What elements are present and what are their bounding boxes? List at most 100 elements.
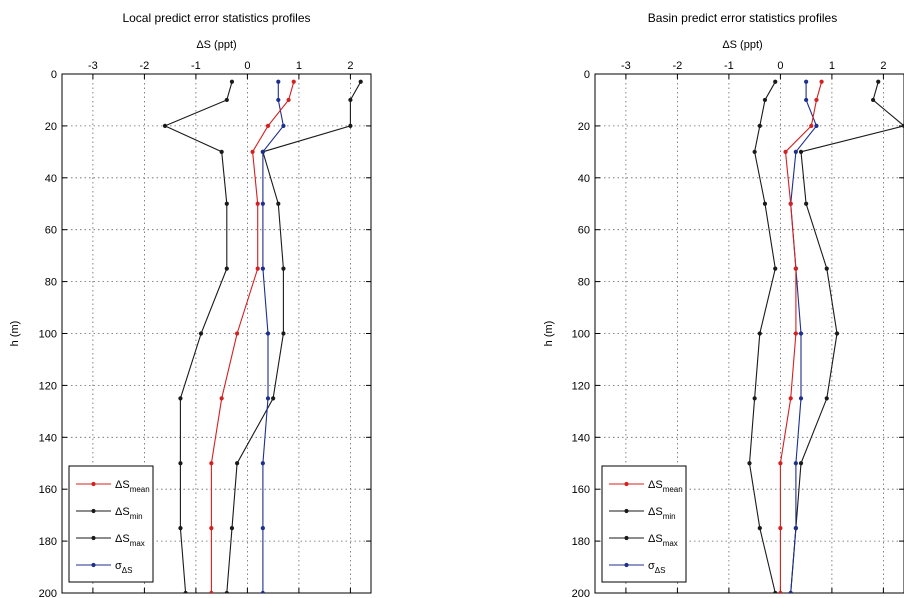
data-point-min [198,331,204,336]
chart-title: Local predict error statistics profiles [122,11,310,25]
data-point-min [757,331,762,336]
chart-title: Basin predict error statistics profiles [648,11,837,25]
x-tick-label: 2 [347,60,353,72]
y-tick-label: 0 [584,69,590,81]
data-point-sigma [260,590,265,593]
data-point-max [824,396,829,401]
series-line-max [226,81,362,593]
data-point-max [276,201,281,206]
data-point-max [281,331,286,336]
data-point-mean [209,526,214,531]
series-min [747,79,778,593]
legend-marker [91,562,96,568]
legend-marker [624,508,629,514]
x-tick-label: 0 [777,60,783,72]
data-point-sigma [788,590,793,593]
y-axis-label: h (m) [543,321,555,347]
x-tick-label: 2 [880,60,886,72]
data-point-sigma [281,123,286,128]
data-point-mean [209,461,214,466]
data-point-min [757,526,762,531]
legend-box [68,465,154,583]
data-point-min [178,526,183,531]
y-tick-label: 40 [578,173,590,185]
x-tick-label: -2 [140,60,150,72]
data-point-mean [265,123,271,128]
data-point-max [224,590,229,593]
y-tick-label: 100 [572,329,590,341]
data-point-sigma [804,79,809,84]
legend-marker [624,535,629,541]
data-point-mean [778,461,783,466]
data-point-min [224,266,229,271]
x-tick-label: 0 [244,60,250,72]
data-point-mean [209,590,214,593]
y-tick-label: 20 [578,121,590,133]
data-point-mean [814,97,819,103]
y-tick-label: 200 [572,588,590,598]
data-point-min [762,201,768,206]
data-point-max [798,149,804,154]
data-point-mean [250,149,255,154]
data-point-mean [255,266,260,271]
data-point-min [224,201,229,206]
data-point-sigma [260,149,265,154]
data-point-min [752,149,757,154]
data-point-min [219,149,224,154]
data-point-mean [778,590,783,593]
legend-marker [624,481,629,487]
series-line-sigma [262,81,284,593]
x-axis-label: ΔS (ppt) [196,39,236,51]
chart-panel-1: -3 -2 -1 0 1 2020406080100120140160180200Loca… [9,11,372,598]
data-point-mean [809,123,814,128]
data-point-mean [255,201,260,206]
x-tick-label: -2 [673,60,683,72]
data-point-mean [793,331,798,336]
data-point-sigma [276,97,281,103]
data-point-max [901,123,904,128]
y-tick-label: 180 [572,536,590,548]
y-tick-label: 180 [39,536,57,548]
y-tick-label: 60 [578,225,590,237]
x-tick-label: -1 [724,60,734,72]
data-point-mean [819,79,824,84]
data-point-max [235,461,240,466]
data-point-min [229,79,235,84]
x-tick-label: -3 [88,60,98,72]
data-point-max [229,526,235,531]
data-point-sigma [260,461,265,466]
y-tick-label: 80 [578,277,590,289]
x-tick-label: -1 [191,60,201,72]
data-point-max [358,79,363,84]
y-tick-label: 100 [39,329,57,341]
legend-marker [91,535,96,541]
data-point-min [178,461,183,466]
data-point-max [876,79,881,84]
data-point-sigma [260,526,265,531]
data-point-min [773,79,778,84]
data-point-min [762,97,768,103]
data-point-sigma [798,331,804,336]
data-point-max [871,97,876,103]
y-tick-label: 120 [39,380,57,392]
data-point-min [747,461,752,466]
y-tick-label: 140 [39,432,57,444]
legend-label: ΔSmax [648,533,678,548]
series-max [224,79,363,593]
legend-label: ΔSmean [115,479,150,494]
data-point-mean [219,396,224,401]
data-point-sigma [793,461,798,466]
y-tick-label: 40 [45,173,57,185]
data-point-sigma [798,396,804,401]
y-tick-label: 140 [572,432,590,444]
series-line-sigma [790,81,818,593]
data-point-sigma [260,266,265,271]
data-point-min [183,590,188,593]
y-tick-label: 80 [45,277,57,289]
data-point-min [162,123,168,128]
data-point-mean [788,201,793,206]
series-min [162,79,235,593]
series-line-min [748,81,776,593]
data-point-max [798,461,804,466]
